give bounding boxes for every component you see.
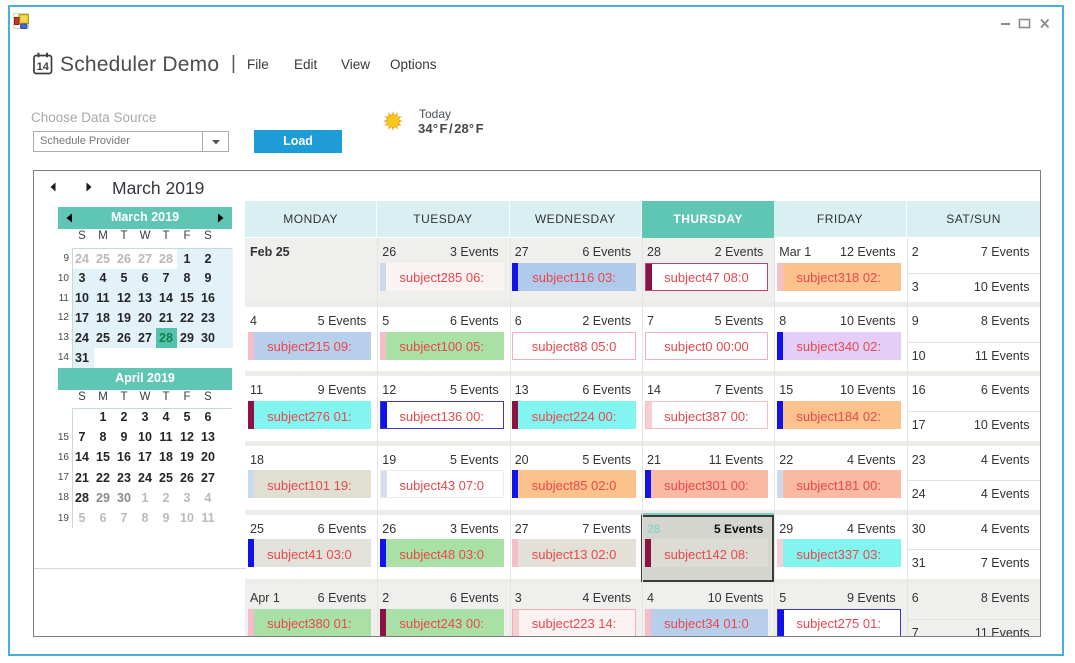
svg-text:14: 14: [37, 61, 50, 73]
